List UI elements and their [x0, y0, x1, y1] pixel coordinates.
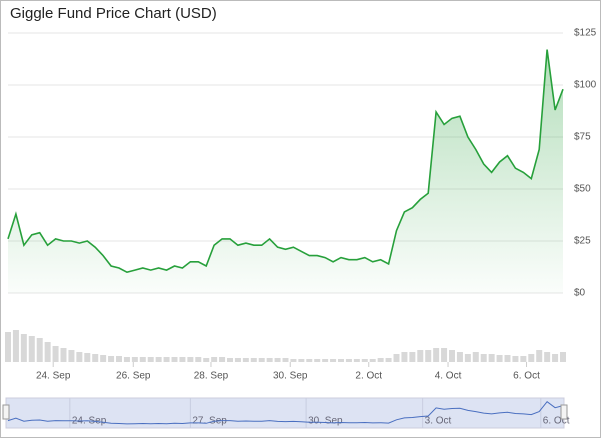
volume-bar [116, 356, 122, 362]
volume-bar [361, 359, 368, 362]
volume-bar [314, 359, 321, 362]
volume-bar [68, 350, 75, 362]
volume-bar [155, 357, 162, 362]
volume-bar [139, 357, 146, 362]
volume-bar [330, 359, 337, 362]
volume-bar [345, 359, 352, 362]
volume-bar [258, 358, 265, 362]
volume-bar [187, 357, 194, 362]
volume-bar [195, 357, 202, 362]
volume-bar [417, 350, 424, 362]
volume-bar [28, 336, 35, 362]
volume-bar [441, 348, 448, 362]
volume-bar [504, 355, 511, 362]
volume-bar [147, 357, 154, 362]
x-tick-label: 4. Oct [435, 371, 462, 382]
volume-bar [211, 357, 218, 362]
volume-bar [425, 350, 432, 362]
volume-bar [488, 354, 495, 362]
volume-bar [322, 359, 329, 362]
volume-bar [282, 358, 289, 362]
volume-bar [171, 357, 178, 362]
volume-bar [12, 330, 19, 362]
navigator-tick-label: 3. Oct [425, 416, 452, 427]
volume-bar [393, 354, 400, 362]
volume-bar [290, 359, 297, 362]
line [7, 49, 564, 274]
volume-bar [298, 359, 305, 362]
x-tick-label: 2. Oct [355, 371, 382, 382]
volume-bar [44, 342, 51, 362]
volume-bar [306, 359, 313, 362]
volume-bar [385, 358, 392, 362]
volume-bar [377, 358, 384, 362]
volume-bar [480, 354, 487, 362]
y-tick-label: $50 [574, 184, 591, 195]
volume-bar [36, 338, 43, 362]
volume-bar [60, 348, 67, 362]
volume-bar [552, 354, 559, 362]
volume-bar [520, 356, 527, 362]
volume-bar [52, 346, 59, 362]
navigator-handle[interactable] [2, 404, 10, 420]
volume-bar [274, 358, 281, 362]
volume-bar [544, 352, 551, 362]
y-tick-label: $125 [574, 28, 597, 39]
volume-bar [528, 354, 535, 362]
y-tick-label: $75 [574, 132, 591, 143]
volume-bar [456, 352, 463, 362]
navigator-mask [5, 397, 565, 429]
x-tick-label: 28. Sep [194, 371, 229, 382]
navigator-tick-label: 27. Sep [192, 416, 227, 427]
volume-bar [179, 357, 186, 362]
volume-bar [84, 353, 91, 362]
volume-bar [227, 358, 233, 362]
volume-bar [266, 358, 273, 362]
volume-bar [5, 332, 11, 362]
x-tick-label: 6. Oct [513, 371, 540, 382]
volume-bar [536, 350, 543, 362]
volume-bar [338, 359, 344, 362]
volume-bar [449, 350, 455, 362]
navigator-line [7, 401, 564, 425]
volume-bar [409, 352, 416, 362]
volume-bar [234, 358, 241, 362]
volume-bar [250, 358, 257, 362]
volume-bar [401, 352, 408, 362]
volume-bar [163, 357, 170, 362]
volume-bar [433, 348, 440, 362]
volume-bar [242, 358, 249, 362]
x-tick-label: 24. Sep [36, 371, 71, 382]
volume-bar [464, 354, 471, 362]
volume-bar [100, 355, 107, 362]
navigator-tick-label: 30. Sep [308, 416, 343, 427]
area [8, 49, 563, 293]
chart-title: Giggle Fund Price Chart (USD) [10, 5, 217, 22]
volume-bar [131, 357, 138, 362]
volume-bar [496, 355, 503, 362]
volume-bar [353, 359, 360, 362]
navigator-handle[interactable] [560, 404, 568, 420]
y-tick-label: $0 [574, 288, 586, 299]
volume-bar [512, 356, 519, 362]
volume-bar [20, 334, 27, 362]
volume-bar [219, 357, 226, 362]
x-tick-label: 30. Sep [273, 371, 308, 382]
volume-bar [560, 352, 566, 362]
volume-bar [472, 352, 479, 362]
volume-bar [123, 357, 130, 362]
volume-bar [108, 356, 115, 362]
navigator-tick-label: 6. Oct [543, 416, 570, 427]
volume-bar [92, 354, 99, 362]
x-tick-label: 26. Sep [116, 371, 151, 382]
volume-bar [203, 358, 210, 362]
volume-bar [76, 352, 83, 362]
volume-bar [369, 359, 376, 362]
y-tick-label: $100 [574, 80, 597, 91]
y-tick-label: $25 [574, 236, 591, 247]
